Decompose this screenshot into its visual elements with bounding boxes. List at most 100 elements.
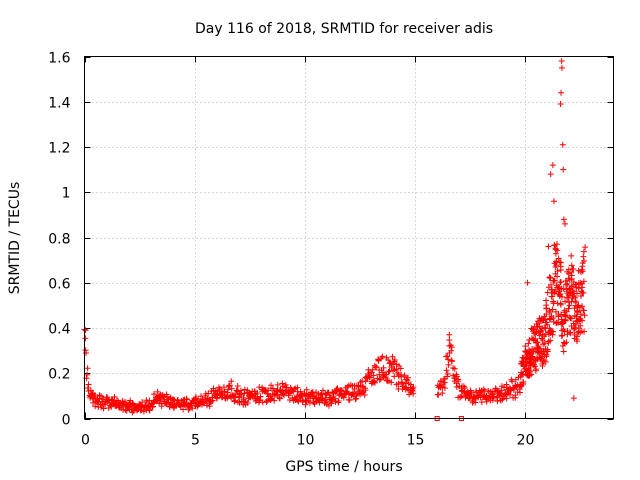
data-point — [572, 284, 579, 291]
data-point — [378, 355, 385, 362]
data-point — [573, 290, 580, 297]
data-point — [238, 391, 245, 398]
y-tick-label: 0.6 — [48, 277, 70, 293]
data-point — [558, 311, 565, 318]
data-point — [446, 331, 453, 338]
data-point — [561, 328, 568, 335]
data-point — [512, 392, 519, 399]
y-tick-label: 1.2 — [48, 141, 70, 157]
data-point — [82, 335, 89, 342]
data-point — [317, 391, 324, 398]
y-tick-label: 1 — [62, 186, 71, 202]
data-point — [389, 353, 396, 360]
data-point — [507, 387, 514, 394]
data-point — [559, 141, 566, 148]
data-point — [546, 274, 553, 281]
data-point — [149, 404, 156, 411]
data-point — [444, 353, 451, 360]
data-point — [574, 309, 581, 316]
data-point — [435, 391, 442, 398]
data-point — [494, 398, 501, 405]
data-point — [568, 282, 575, 289]
data-point — [446, 337, 453, 344]
data-point — [393, 366, 400, 373]
data-point — [267, 396, 274, 403]
y-tick-label: 0.8 — [48, 232, 70, 248]
data-point — [244, 400, 251, 407]
data-point — [489, 388, 496, 395]
chart-title: Day 116 of 2018, SRMTID for receiver adi… — [195, 21, 493, 37]
data-point — [520, 380, 527, 387]
data-point — [571, 305, 578, 312]
data-point — [448, 344, 455, 351]
data-point — [404, 377, 411, 384]
data-point — [567, 329, 574, 336]
y-tick-label: 1.4 — [48, 96, 70, 112]
data-point — [499, 396, 506, 403]
data-point — [379, 353, 386, 360]
data-point — [295, 398, 302, 405]
data-point — [546, 307, 553, 314]
data-point — [566, 286, 573, 293]
data-point — [562, 220, 569, 227]
data-point — [558, 333, 565, 340]
data-point — [95, 398, 102, 405]
data-point — [550, 328, 557, 335]
data-point — [553, 241, 560, 248]
data-point — [437, 377, 444, 384]
data-point — [445, 361, 452, 368]
data-point — [146, 407, 153, 414]
data-point — [533, 366, 540, 373]
data-point — [160, 394, 167, 401]
data-point — [355, 382, 362, 389]
data-point — [455, 376, 462, 383]
data-point — [526, 366, 533, 373]
tick-labels: 0 5 10 15 20 0 0.2 0.4 0.6 0.8 1 1.2 1.4 1.6 — [48, 51, 534, 449]
data-point — [549, 306, 556, 313]
data-point — [568, 272, 575, 279]
data-point — [285, 392, 292, 399]
data-point — [220, 384, 227, 391]
data-point — [532, 335, 539, 342]
data-point — [149, 403, 156, 410]
x-axis-label: GPS time / hours — [285, 459, 402, 475]
data-point — [580, 248, 587, 255]
data-point — [291, 386, 298, 393]
plot-frame — [84, 56, 614, 419]
data-point — [276, 395, 283, 402]
data-points — [81, 58, 589, 421]
data-point — [555, 255, 562, 262]
data-point — [370, 378, 377, 385]
data-point — [279, 380, 286, 387]
data-point — [581, 258, 588, 265]
data-point — [541, 324, 548, 331]
data-point — [528, 335, 535, 342]
x-tick-label: 5 — [191, 433, 200, 449]
data-point — [568, 269, 575, 276]
data-point — [560, 166, 567, 173]
data-point — [228, 385, 235, 392]
data-point — [303, 386, 310, 393]
data-point — [376, 376, 383, 383]
data-point — [180, 406, 187, 413]
data-point — [346, 397, 353, 404]
data-point — [565, 305, 572, 312]
data-point — [458, 393, 465, 400]
data-point — [543, 351, 550, 358]
data-point — [294, 397, 301, 404]
data-point — [380, 364, 387, 371]
data-point — [560, 348, 567, 355]
data-point — [237, 387, 244, 394]
data-point — [84, 385, 91, 392]
data-point — [573, 313, 580, 320]
data-point — [228, 378, 235, 385]
data-point — [340, 394, 347, 401]
data-point — [568, 252, 575, 259]
data-point — [225, 386, 232, 393]
data-point — [544, 348, 551, 355]
data-point — [496, 390, 503, 397]
data-point — [507, 391, 514, 398]
data-point — [443, 367, 450, 374]
data-point — [399, 383, 406, 390]
data-point — [274, 392, 281, 399]
